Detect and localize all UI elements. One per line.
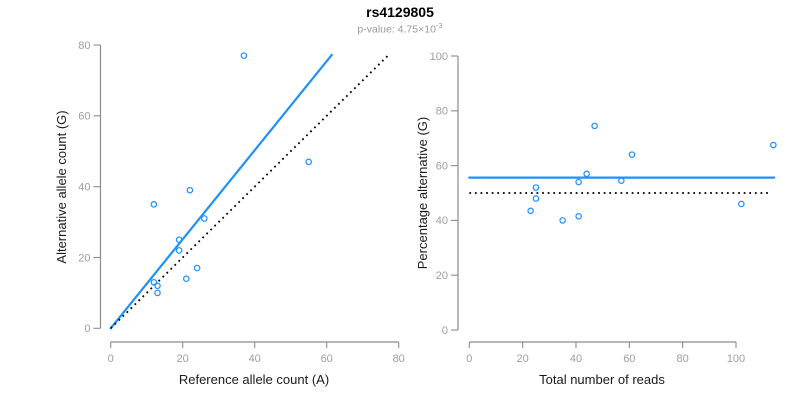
right-plot-ylabel: Percentage alternative (G) [415, 117, 430, 269]
x-tick-label: 40 [570, 353, 582, 365]
data-point [150, 278, 158, 286]
identity-line [110, 54, 389, 329]
x-tick-label: 100 [727, 353, 745, 365]
y-tick-label: 40 [78, 181, 90, 193]
p-value-exponent: -3 [435, 21, 443, 30]
left-plot-axes: 0 20 40 60 80 0 20 40 60 80 [78, 40, 405, 365]
data-point [193, 264, 201, 272]
x-tick-label: 80 [393, 353, 405, 365]
right-scatter-plot: 0 20 40 60 80 100 0 20 40 60 80 100 Total number of… [415, 51, 777, 387]
p-value-text: p-value: 4.75×10 [357, 23, 436, 36]
y-tick-label: 60 [436, 160, 448, 172]
data-point [154, 282, 161, 290]
data-point [175, 236, 183, 244]
data-point [575, 212, 582, 220]
data-point [154, 289, 161, 297]
data-point [305, 158, 313, 166]
y-tick-label: 80 [436, 106, 448, 118]
data-point [186, 186, 194, 194]
left-plot-ylabel: Alternative allele count (G) [54, 110, 69, 263]
data-point [532, 195, 540, 202]
data-point [527, 207, 534, 215]
x-tick-label: 60 [321, 353, 333, 365]
data-point [532, 184, 540, 191]
y-tick-label: 60 [78, 111, 90, 123]
x-tick-label: 60 [623, 353, 635, 365]
data-point [618, 177, 625, 184]
data-point [240, 52, 248, 59]
x-tick-label: 0 [466, 353, 472, 365]
data-point [201, 215, 208, 222]
x-tick-label: 20 [177, 353, 189, 365]
x-tick-label: 40 [249, 353, 261, 365]
right-plot-xlabel: Total number of reads [539, 372, 665, 387]
left-plot-xlabel: Reference allele count (A) [179, 372, 329, 387]
plot-title: rs4129805 [366, 4, 434, 20]
right-plot-axes: 0 20 40 60 80 100 0 20 40 60 80 100 [430, 51, 746, 365]
data-point [175, 247, 183, 254]
y-tick-label: 0 [442, 325, 448, 337]
data-point [591, 122, 598, 130]
left-scatter-plot: 0 20 40 60 80 0 20 40 60 80 Reference allele coun… [54, 40, 405, 387]
fitted-ratio-line [109, 53, 333, 330]
data-point [770, 141, 777, 149]
data-point [738, 200, 745, 208]
data-point [559, 217, 566, 224]
y-tick-label: 40 [436, 215, 448, 227]
y-tick-label: 20 [78, 252, 90, 264]
right-plot-marks [468, 122, 777, 224]
left-plot-marks [109, 52, 389, 330]
x-tick-label: 80 [677, 353, 689, 365]
plot-subtitle: p-value: 4.75×10-3 [0, 21, 800, 36]
y-tick-label: 100 [430, 51, 448, 63]
data-point [583, 170, 590, 178]
y-tick-label: 80 [78, 40, 90, 52]
x-tick-label: 20 [517, 353, 529, 365]
data-point [183, 275, 190, 283]
y-tick-label: 0 [84, 323, 90, 335]
y-tick-label: 20 [436, 270, 448, 282]
data-point [150, 201, 158, 208]
data-point [575, 178, 582, 186]
data-point [628, 151, 636, 158]
x-tick-label: 0 [108, 353, 114, 365]
